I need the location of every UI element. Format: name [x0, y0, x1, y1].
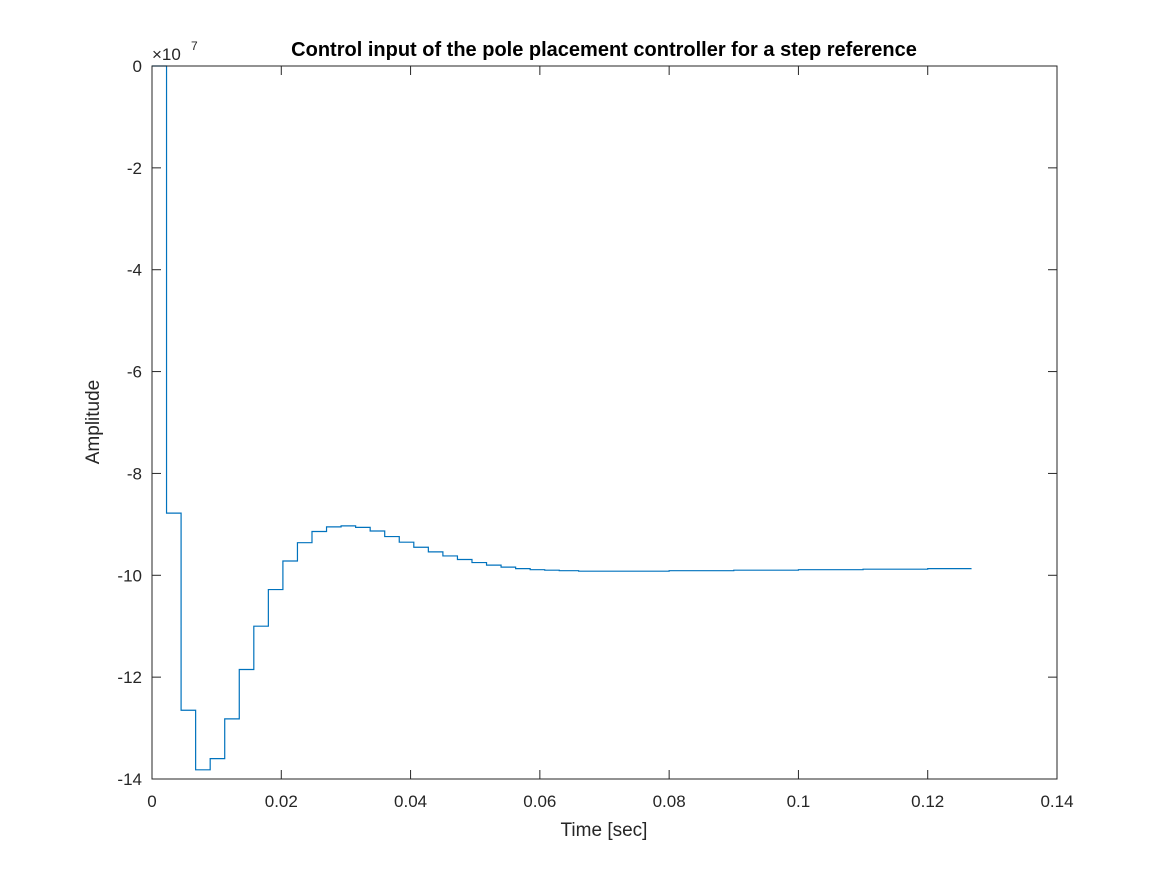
plot-area — [152, 66, 1057, 779]
y-tick-label: -6 — [127, 363, 142, 382]
axes-box — [151, 65, 1058, 780]
y-tick-label: -8 — [127, 464, 142, 483]
x-tick-label: 0.02 — [265, 792, 298, 811]
x-tick-label: 0.12 — [911, 792, 944, 811]
x-tick-label: 0.1 — [787, 792, 811, 811]
y-axis-label: Amplitude — [83, 380, 104, 465]
x-axis-label: Time [sec] — [561, 820, 648, 841]
x-tick-label: 0.04 — [394, 792, 427, 811]
tick-labels: 0 0.02 0.04 0.06 0.08 0.1 0.12 0.14 0 -2 -4 -6 -8 -10… — [117, 57, 1073, 811]
y-multiplier-exponent: 7 — [191, 39, 198, 53]
y-tick-label: -4 — [127, 261, 142, 280]
y-multiplier-base: ×10 — [152, 45, 181, 64]
x-tick-label: 0.08 — [653, 792, 686, 811]
y-tick-label: -14 — [117, 770, 142, 789]
chart-title: Control input of the pole placement cont… — [291, 39, 917, 61]
y-tick-label: -12 — [117, 668, 142, 687]
y-tick-label: -10 — [117, 566, 142, 585]
series-line-0 — [152, 65, 972, 771]
y-tick-label: -2 — [127, 159, 142, 178]
series-layer — [152, 65, 972, 771]
x-tick-label: 0 — [147, 792, 156, 811]
y-tick-label: 0 — [133, 57, 142, 76]
x-tick-label: 0.06 — [523, 792, 556, 811]
x-tick-label: 0.14 — [1040, 792, 1073, 811]
